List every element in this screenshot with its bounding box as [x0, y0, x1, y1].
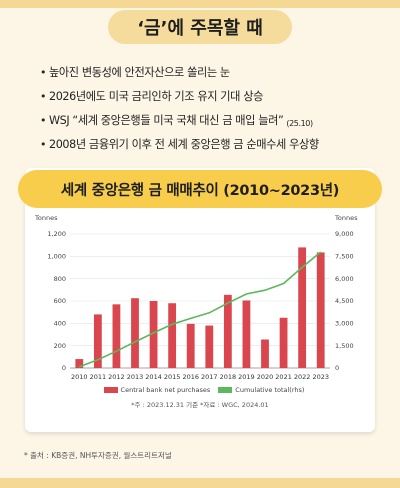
- chart-title: 세계 중앙은행 금 매매추이 (2010~2023년): [18, 170, 382, 208]
- page-title: ‘금’에 주목할 때: [108, 10, 292, 44]
- bullet-dot-icon: •: [40, 114, 47, 127]
- bar-2023: [316, 252, 325, 368]
- bar-2015: [168, 303, 177, 368]
- y-left-tick-label: 400: [54, 320, 66, 328]
- bar-2013: [131, 298, 139, 368]
- chart-card: [25, 168, 375, 432]
- cumulative-line: [79, 251, 322, 368]
- y-left-unit: Tonnes: [34, 214, 58, 222]
- bar-2022: [298, 247, 307, 368]
- bullet-text: WSJ “세계 중앙은행들 미국 국채 대신 금 매입 늘려”: [49, 114, 284, 127]
- x-tick-label: 2023: [312, 373, 329, 381]
- bullet-date-note: (25.10): [286, 119, 313, 128]
- x-tick-label: 2017: [201, 373, 218, 381]
- bar-2016: [186, 323, 195, 368]
- y-right-tick-label: 6,000: [335, 275, 354, 283]
- x-tick-label: 2013: [127, 373, 144, 381]
- chart-note: *주 : 2023.12.31 기준 *자료 : WGC, 2024.01: [131, 401, 269, 409]
- bullet-item: • 2008년 금융위기 이후 전 세계 중앙은행 금 순매수세 우상향: [40, 138, 380, 162]
- bullet-text: 2008년 금융위기 이후 전 세계 중앙은행 금 순매수세 우상향: [49, 138, 319, 151]
- bar-2017: [205, 325, 214, 368]
- bullet-item: • 2026년에도 미국 금리인하 기조 유지 기대 상승: [40, 90, 380, 114]
- x-tick-label: 2021: [275, 373, 292, 381]
- x-tick-label: 2019: [238, 373, 255, 381]
- legend-bar-label: Central bank net purchases: [120, 386, 211, 394]
- y-left-tick-label: 1,200: [47, 230, 66, 238]
- legend-bar-swatch: [103, 387, 118, 393]
- bullet-text: 2026년에도 미국 금리인하 기조 유지 기대 상승: [49, 90, 263, 103]
- x-tick-label: 2022: [294, 373, 311, 381]
- top-band: [0, 0, 400, 8]
- gold-trade-chart: Tonnes Tonnes 0 200 400 600 800 1,000 1,200 0 1…: [34, 214, 358, 381]
- legend-line-swatch: [218, 387, 233, 393]
- y-left-tick-label: 600: [54, 297, 66, 305]
- y-left-tick-label: 200: [54, 342, 66, 350]
- x-tick-label: 2012: [108, 373, 125, 381]
- bar-2010: [75, 359, 84, 368]
- source-note: * 출처 : KB증권, NH투자증권, 월스트리트저널: [24, 451, 172, 460]
- line-series: [79, 251, 322, 368]
- x-tick-label: 2015: [164, 373, 181, 381]
- bar-2021: [279, 317, 288, 368]
- x-tick-label: 2010: [71, 373, 88, 381]
- x-tick-label: 2018: [220, 373, 237, 381]
- x-tick-label: 2014: [145, 373, 162, 381]
- y-right-tick-label: 3,000: [335, 320, 354, 328]
- y-right-unit: Tonnes: [334, 214, 358, 222]
- x-tick-label: 2016: [182, 373, 199, 381]
- bar-2014: [149, 301, 158, 368]
- bullet-dot-icon: •: [40, 90, 47, 103]
- bullet-item: • 높아진 변동성에 안전자산으로 쏠리는 눈: [40, 66, 380, 90]
- y-left-ticks: 0 200 400 600 800 1,000 1,200: [47, 230, 66, 372]
- bullet-item: • WSJ “세계 중앙은행들 미국 국채 대신 금 매입 늘려” (25.10): [40, 114, 380, 138]
- legend-line-label: Cumulative total(rhs): [235, 386, 305, 394]
- bar-2019: [242, 300, 251, 368]
- bar-2018: [223, 294, 232, 368]
- bullet-dot-icon: •: [40, 66, 47, 79]
- x-tick-label: 2011: [90, 373, 107, 381]
- y-right-tick-label: 1,500: [335, 342, 354, 350]
- x-axis-ticks: 2010 2011 2012 2013 2014 2015 2016 2017 2018 2019…: [71, 373, 329, 381]
- y-right-tick-label: 0: [335, 364, 339, 372]
- y-right-ticks: 0 1,500 3,000 4,500 6,000 7,500 9,000: [335, 230, 354, 372]
- y-right-tick-label: 9,000: [335, 230, 354, 238]
- bar-2020: [261, 339, 269, 368]
- bottom-band: [0, 478, 400, 488]
- bar-2011: [93, 314, 102, 368]
- y-left-tick-label: 0: [62, 364, 66, 372]
- y-left-tick-label: 1,000: [47, 253, 66, 261]
- bar-series: [75, 247, 325, 368]
- grid-lines: [70, 233, 330, 369]
- bullet-dot-icon: •: [40, 138, 47, 151]
- y-right-tick-label: 7,500: [335, 253, 354, 261]
- bullet-list: • 높아진 변동성에 안전자산으로 쏠리는 눈 • 2026년에도 미국 금리인하 …: [40, 66, 380, 162]
- bar-2012: [112, 304, 121, 368]
- bullet-text: 높아진 변동성에 안전자산으로 쏠리는 눈: [49, 66, 230, 79]
- x-tick-label: 2020: [257, 373, 274, 381]
- y-left-tick-label: 800: [54, 275, 66, 283]
- chart-legend: Central bank net purchases Cumulative to…: [25, 386, 375, 394]
- y-right-tick-label: 4,500: [335, 297, 354, 305]
